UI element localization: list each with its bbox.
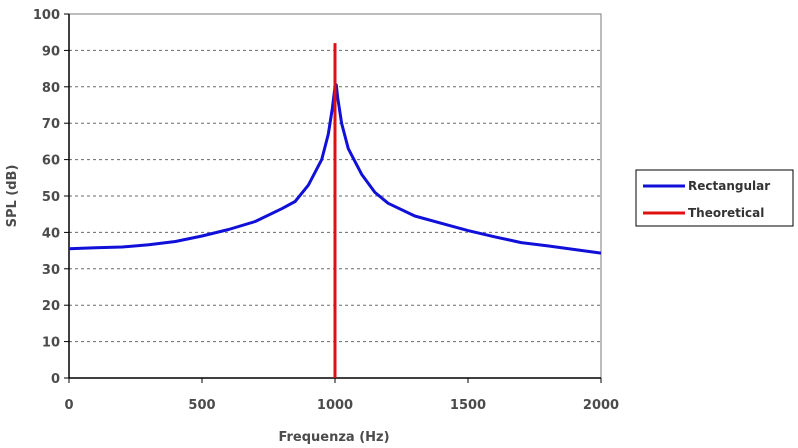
y-tick-label-50: 50 — [42, 190, 60, 205]
x-tick-label-0: 0 — [64, 398, 73, 413]
x-tick-label-1000: 1000 — [317, 398, 353, 413]
y-tick-label-100: 100 — [33, 8, 60, 23]
x-axis-title: Frequenza (Hz) — [278, 430, 389, 445]
y-tick-label-60: 60 — [42, 154, 60, 169]
y-axis-title: SPL (dB) — [5, 165, 20, 228]
y-tick-label-70: 70 — [42, 117, 60, 132]
y-tick-label-80: 80 — [42, 81, 60, 96]
legend-box — [635, 169, 794, 227]
y-tick-label-30: 30 — [42, 263, 60, 278]
x-tick-label-500: 500 — [188, 398, 215, 413]
y-tick-label-90: 90 — [42, 44, 60, 59]
x-tick-label-1500: 1500 — [450, 398, 486, 413]
y-tick-label-20: 20 — [42, 299, 60, 314]
legend-label-theoretical: Theoretical — [688, 206, 764, 220]
y-tick-label-40: 40 — [42, 226, 60, 241]
legend: Rectangular Theoretical — [635, 169, 794, 227]
x-tick-label-2000: 2000 — [583, 398, 619, 413]
legend-label-rectangular: Rectangular — [688, 179, 770, 193]
y-tick-label-0: 0 — [51, 372, 60, 387]
series-layer — [68, 43, 602, 378]
y-tick-label-10: 10 — [42, 336, 60, 351]
